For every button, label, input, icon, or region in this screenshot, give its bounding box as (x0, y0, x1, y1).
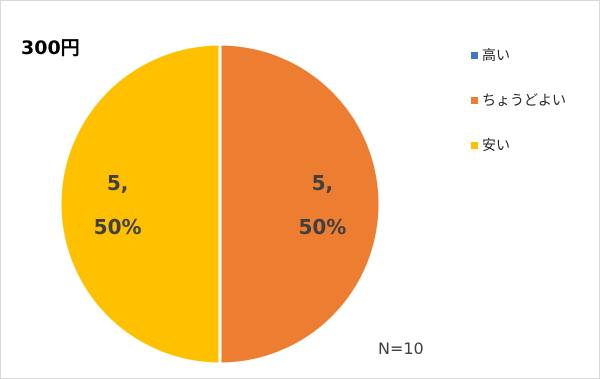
pie-slice-3 (58, 42, 222, 366)
slice-value-label-2: 5, (312, 171, 334, 195)
slice-percent-label-3: 50% (94, 215, 142, 239)
slice-value-label-3: 5, (107, 171, 129, 195)
legend-label-2: ちょうどよい (482, 93, 566, 109)
legend-label-3: 安い (482, 138, 510, 154)
legend-label-1: 高い (482, 48, 510, 64)
legend-item-1: 高い (471, 41, 566, 69)
slice-percent-label-2: 50% (298, 215, 346, 239)
legend-item-3: 安い (471, 131, 566, 159)
pie-slice-2 (218, 42, 382, 366)
legend: 高いちょうどよい 安い (471, 41, 566, 176)
legend-swatch-3 (471, 141, 478, 149)
legend-swatch-1 (471, 51, 478, 59)
chart-title: 300円 (21, 37, 80, 59)
legend-item-2: ちょうどよい (471, 86, 566, 114)
sample-size-label: N=10 (378, 339, 424, 358)
legend-swatch-2 (471, 96, 478, 104)
